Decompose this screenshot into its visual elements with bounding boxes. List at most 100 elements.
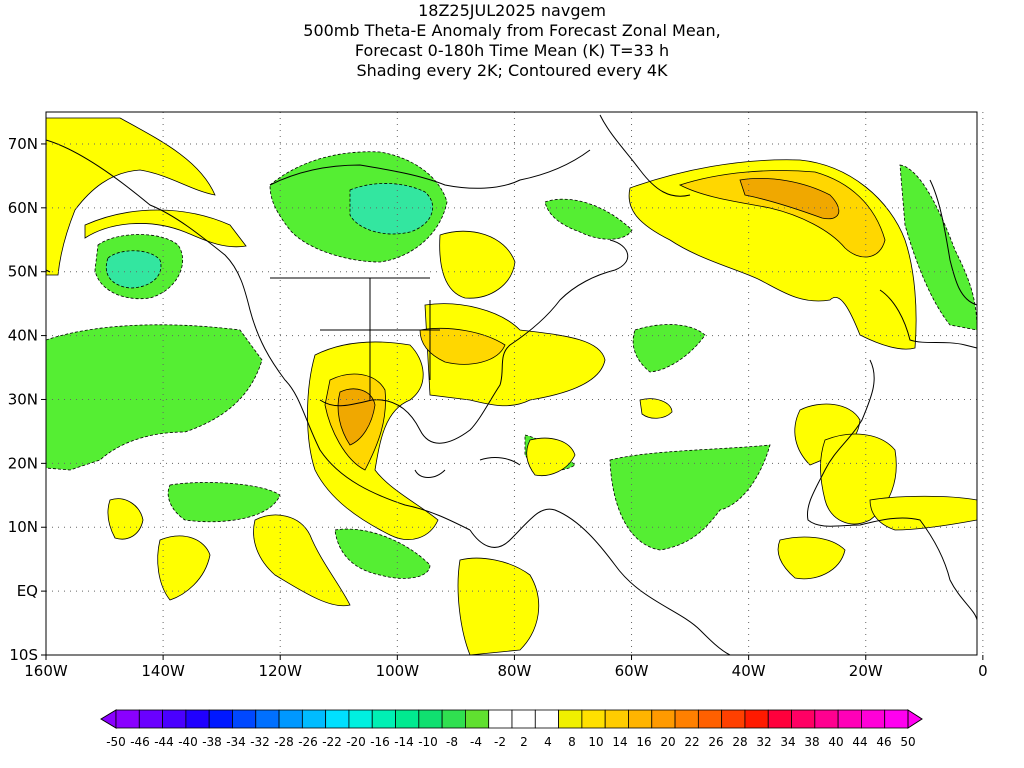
colorbar-swatch <box>791 709 816 729</box>
colorbar-label: 8 <box>568 735 576 749</box>
colorbar-label: 2 <box>520 735 528 749</box>
colorbar-label: 32 <box>756 735 771 749</box>
anomaly-region <box>349 183 434 235</box>
anomaly-region <box>84 209 247 248</box>
colorbar-swatch <box>465 709 490 729</box>
lat-tick-label: 10N <box>8 518 38 536</box>
lat-tick-label: 50N <box>8 263 38 281</box>
anomaly-region <box>869 495 978 531</box>
colorbar-label: -50 <box>106 735 126 749</box>
lon-tick-label: 160W <box>24 662 68 680</box>
colorbar-label: -10 <box>418 735 438 749</box>
colorbar-label: -14 <box>394 735 414 749</box>
lon-tick-label: 60W <box>615 662 649 680</box>
lon-tick-label: 80W <box>497 662 531 680</box>
anomaly-region <box>424 303 606 407</box>
anomaly-region <box>632 324 706 373</box>
colorbar-swatch <box>674 709 699 729</box>
colorbar-label: -2 <box>494 735 506 749</box>
colorbar-label: 50 <box>900 735 915 749</box>
colorbar-label: 10 <box>588 735 603 749</box>
anomaly-region <box>45 117 216 276</box>
colorbar-label: 26 <box>708 735 723 749</box>
lat-tick-label: 70N <box>8 135 38 153</box>
colorbar-swatch <box>697 709 723 729</box>
lat-tick-label: 40N <box>8 327 38 345</box>
anomaly-region <box>167 482 281 523</box>
lon-tick-label: 20W <box>849 662 883 680</box>
colorbar-label: 22 <box>684 735 699 749</box>
colorbar-swatch <box>604 709 629 729</box>
coastline <box>45 269 440 400</box>
anomaly-region <box>337 388 376 446</box>
colorbar-arrow-left <box>100 709 117 729</box>
colorbar-swatch <box>488 709 513 729</box>
anomaly-region <box>777 536 846 580</box>
colorbar-swatch <box>232 709 257 729</box>
colorbar-label: 16 <box>636 735 651 749</box>
colorbar-label: 40 <box>828 735 843 749</box>
title-line-4: Shading every 2K; Contoured every 4K <box>356 61 668 80</box>
colorbar-swatch <box>325 709 350 729</box>
lat-tick-label: 20N <box>8 454 38 472</box>
colorbar-swatch <box>115 709 140 729</box>
anomaly-shading <box>45 117 978 656</box>
colorbar-swatch <box>162 709 187 729</box>
anomaly-region <box>544 198 633 240</box>
lon-tick-label: 140W <box>141 662 185 680</box>
anomaly-region <box>334 528 431 579</box>
colorbar-swatch <box>651 709 676 729</box>
colorbar-swatch <box>418 709 443 729</box>
anomaly-region <box>678 170 886 258</box>
colorbar-label: 38 <box>804 735 819 749</box>
title-line-3: Forecast 0-180h Time Mean (K) T=33 h <box>354 41 670 60</box>
lon-tick-label: 0 <box>978 662 988 680</box>
colorbar-label: -34 <box>226 735 246 749</box>
anomaly-region <box>439 230 516 299</box>
colorbar-label: 46 <box>876 735 891 749</box>
lat-tick-label: 10S <box>9 646 38 664</box>
colorbar-swatch <box>814 709 839 729</box>
colorbar-swatch <box>511 709 536 729</box>
colorbar-label: -32 <box>250 735 270 749</box>
colorbar-swatch <box>185 709 210 729</box>
anomaly-region <box>419 327 506 365</box>
colorbar-label: 4 <box>544 735 552 749</box>
coastline <box>929 179 978 306</box>
lon-tick-label: 120W <box>258 662 302 680</box>
anomaly-region <box>253 514 351 607</box>
coastline <box>269 149 591 189</box>
anomaly-region <box>526 437 576 477</box>
anomaly-region <box>45 324 263 471</box>
lat-tick-label: EQ <box>17 582 38 600</box>
colorbar-swatch <box>348 709 373 729</box>
colorbar-swatch <box>721 709 746 729</box>
colorbar-swatch <box>558 709 583 729</box>
colorbar-swatch <box>581 709 606 729</box>
colorbar-swatch <box>744 709 769 729</box>
colorbar-label: -20 <box>346 735 366 749</box>
colorbar-swatch <box>861 709 886 729</box>
coastlines <box>45 114 978 656</box>
anomaly-region <box>639 398 673 419</box>
lon-tick-label: 100W <box>376 662 420 680</box>
colorbar-swatch <box>255 709 280 729</box>
anomaly-region <box>739 177 840 220</box>
coastline <box>806 359 978 621</box>
anomaly-region <box>107 498 144 540</box>
lat-tick-label: 60N <box>8 199 38 217</box>
colorbar-label: -28 <box>274 735 294 749</box>
colorbar-swatch <box>301 709 327 729</box>
colorbar-swatch <box>278 709 303 729</box>
lat-lon-grid <box>46 112 984 655</box>
colorbar-label: 20 <box>660 735 675 749</box>
colorbar-swatch <box>371 709 396 729</box>
colorbar-swatch <box>837 709 862 729</box>
colorbar-label: -38 <box>202 735 222 749</box>
colorbar-swatch <box>208 709 233 729</box>
anomaly-region <box>157 535 211 601</box>
colorbar-swatch <box>628 709 653 729</box>
title-line-2: 500mb Theta-E Anomaly from Forecast Zona… <box>303 21 721 40</box>
colorbar-label: -44 <box>154 735 174 749</box>
